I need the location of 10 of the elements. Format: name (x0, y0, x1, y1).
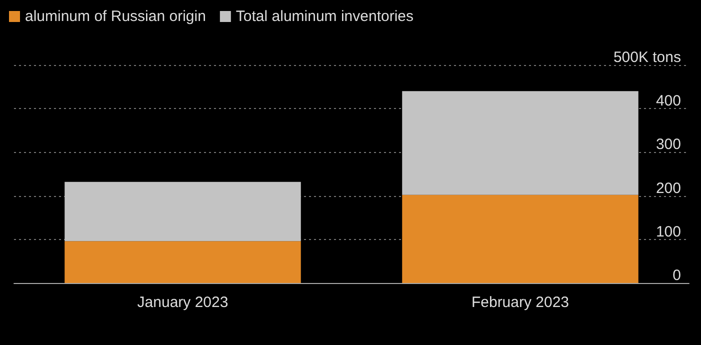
y-tick-label: 200 (656, 180, 681, 197)
y-tick-label: 300 (656, 136, 681, 154)
y-tick-label: 500K tons (613, 49, 681, 66)
legend-label: Total aluminum inventories (236, 8, 414, 25)
y-tick-label: 100 (656, 223, 681, 240)
y-tick-label: 0 (672, 267, 681, 284)
legend-label: aluminum of Russian origin (25, 8, 206, 25)
x-tick-label: January 2023 (137, 294, 228, 311)
y-tick-label: 400 (656, 92, 681, 110)
x-tick-label: February 2023 (471, 294, 570, 311)
